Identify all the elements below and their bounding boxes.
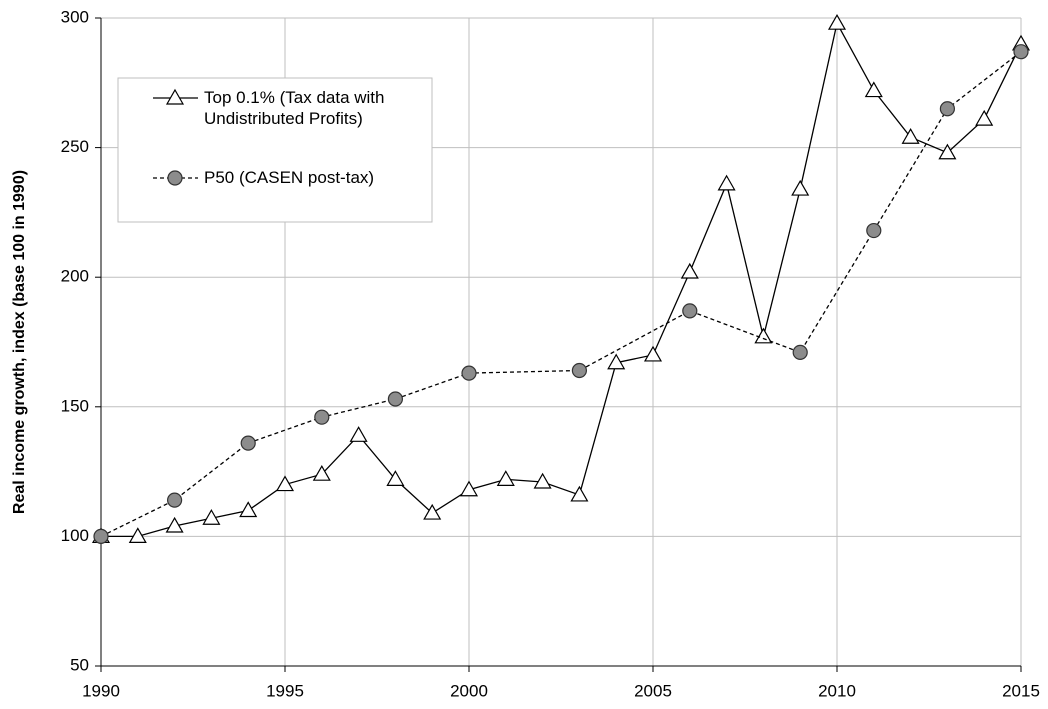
marker bbox=[607, 353, 626, 370]
marker bbox=[571, 362, 588, 379]
marker bbox=[275, 475, 295, 492]
marker bbox=[680, 262, 699, 279]
marker bbox=[202, 509, 221, 525]
marker bbox=[570, 485, 589, 502]
marker bbox=[165, 88, 185, 105]
marker bbox=[312, 464, 331, 481]
y-tick-label: 150 bbox=[61, 396, 89, 415]
marker bbox=[754, 327, 773, 344]
x-tick-label: 2015 bbox=[1002, 681, 1040, 700]
series-line bbox=[100, 51, 1022, 537]
marker bbox=[167, 170, 183, 186]
marker bbox=[1013, 44, 1029, 60]
legend-entry: Top 0.1% (Tax data with Undistributed Pr… bbox=[204, 88, 385, 128]
marker bbox=[459, 480, 479, 497]
legend-marker bbox=[167, 170, 183, 186]
x-tick-label: 2010 bbox=[818, 681, 856, 700]
marker bbox=[461, 365, 477, 381]
marker bbox=[866, 222, 882, 239]
y-tick-label: 300 bbox=[61, 7, 89, 26]
marker bbox=[128, 527, 147, 543]
marker bbox=[717, 174, 736, 191]
y-tick-label: 50 bbox=[70, 655, 89, 674]
marker bbox=[496, 470, 515, 486]
x-tick-label: 1995 bbox=[266, 681, 304, 700]
marker bbox=[349, 426, 368, 442]
marker bbox=[423, 503, 442, 520]
marker bbox=[901, 128, 920, 144]
marker bbox=[240, 435, 256, 451]
legend-marker bbox=[165, 88, 185, 105]
legend-label: Top 0.1% (Tax data with Undistributed Pr… bbox=[204, 88, 385, 128]
x-tick-label: 1990 bbox=[82, 681, 120, 700]
marker bbox=[827, 13, 847, 30]
marker bbox=[386, 470, 405, 486]
legend-entry: P50 (CASEN post-tax) bbox=[204, 168, 375, 187]
marker bbox=[387, 391, 403, 407]
marker bbox=[864, 81, 883, 98]
y-tick-label: 100 bbox=[61, 526, 89, 545]
marker bbox=[938, 143, 957, 160]
marker bbox=[682, 303, 698, 319]
marker bbox=[239, 501, 258, 518]
marker bbox=[167, 492, 183, 508]
marker bbox=[975, 109, 994, 126]
marker bbox=[165, 516, 184, 533]
y-tick-label: 250 bbox=[61, 137, 89, 156]
marker bbox=[643, 345, 663, 362]
marker bbox=[939, 101, 956, 117]
y-tick-label: 200 bbox=[61, 267, 89, 286]
x-tick-label: 2000 bbox=[450, 681, 488, 700]
marker bbox=[792, 344, 808, 360]
marker bbox=[314, 409, 330, 425]
marker bbox=[533, 472, 552, 489]
y-axis-label: Real income growth, index (base 100 in 1… bbox=[11, 170, 28, 514]
marker bbox=[791, 179, 810, 196]
marker bbox=[93, 528, 109, 545]
legend-label: P50 (CASEN post-tax) bbox=[204, 168, 375, 187]
series-line bbox=[101, 21, 1022, 538]
x-tick-label: 2005 bbox=[634, 681, 672, 700]
